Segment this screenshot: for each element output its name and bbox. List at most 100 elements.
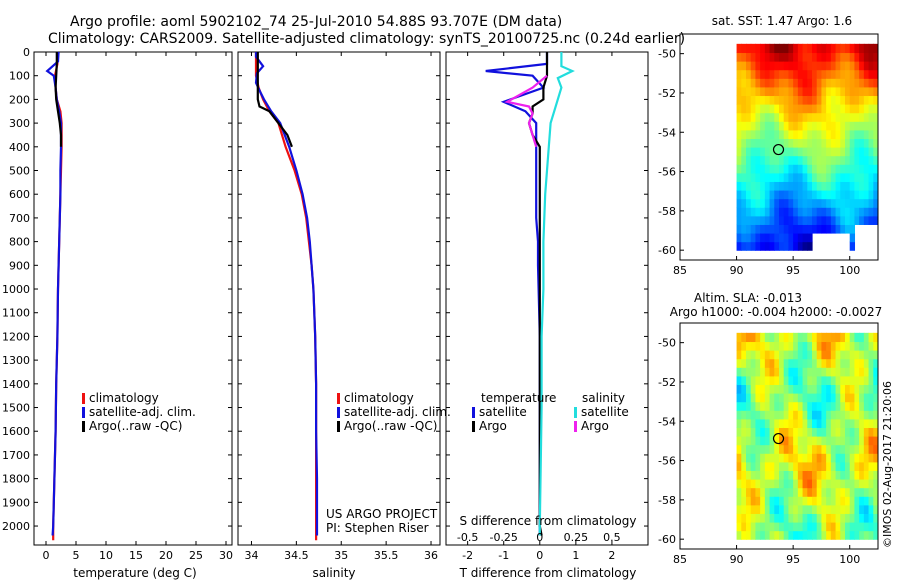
- heatmap-cell: [788, 61, 794, 71]
- heatmap-cell: [783, 224, 790, 234]
- heatmap-cell: [835, 521, 841, 532]
- heatmap-cell: [816, 332, 823, 343]
- heatmap-cell: [859, 410, 865, 420]
- heatmap-cell: [769, 164, 775, 174]
- heatmap-cell: [736, 104, 742, 114]
- heatmap-cell: [873, 367, 878, 377]
- heatmap-cell: [812, 121, 818, 131]
- heatmap-cell: [769, 43, 775, 54]
- heatmap-cell: [797, 367, 804, 377]
- heatmap-cell: [750, 436, 757, 446]
- heatmap-cell: [793, 198, 799, 208]
- heatmap-cell: [830, 164, 837, 174]
- heatmap-cell: [793, 375, 799, 386]
- heatmap-cell: [736, 358, 742, 368]
- heatmap-cell: [849, 198, 856, 208]
- heatmap-cell: [797, 95, 804, 105]
- heatmap-cell: [859, 521, 865, 532]
- heatmap-cell: [868, 384, 874, 394]
- heatmap-cell: [802, 104, 808, 114]
- heatmap-cell: [793, 530, 799, 540]
- legend-swatch: [82, 393, 85, 404]
- heatmap-cell: [755, 138, 761, 148]
- heatmap-cell: [802, 384, 808, 394]
- legend-label: satellite-adj. clim.: [89, 405, 196, 419]
- d-xlabel: T difference from climatology: [459, 566, 637, 580]
- heatmap-cell: [788, 241, 794, 251]
- heatmap-cell: [788, 427, 794, 437]
- d-x2label: S difference from climatology: [460, 514, 637, 528]
- heatmap-cell: [788, 147, 794, 157]
- heatmap-cell: [873, 530, 878, 540]
- heatmap-cell: [807, 138, 813, 148]
- heatmap-cell: [755, 461, 761, 471]
- argo-location-marker: [772, 432, 785, 445]
- heatmap-cell: [760, 181, 766, 191]
- heatmap-cell: [797, 69, 804, 79]
- heatmap-cell: [769, 375, 775, 386]
- heatmap-cell: [774, 241, 780, 251]
- heatmap-cell: [797, 155, 804, 165]
- heatmap-cell: [779, 401, 785, 411]
- heatmap-cell: [736, 496, 742, 506]
- heatmap-cell: [750, 487, 757, 497]
- heatmap-cell: [755, 393, 761, 403]
- x-tick-label: 30: [219, 549, 233, 562]
- heatmap-cell: [793, 453, 799, 463]
- heatmap-cell: [873, 181, 878, 191]
- heatmap-cell: [769, 487, 775, 497]
- heatmap-cell: [807, 341, 813, 351]
- heatmap-cell: [830, 350, 837, 360]
- heatmap-cell: [854, 393, 860, 403]
- heatmap-cell: [750, 375, 757, 386]
- heatmap-cell: [774, 436, 780, 446]
- heatmap-cell: [859, 86, 865, 97]
- heatmap-cell: [797, 470, 804, 480]
- heatmap-cell: [807, 121, 813, 131]
- heatmap-cell: [783, 513, 790, 523]
- heatmap-cell: [755, 341, 761, 351]
- heatmap-cell: [845, 470, 851, 480]
- heatmap-cell: [835, 121, 841, 131]
- heatmap-cell: [746, 61, 752, 71]
- heatmap-cell: [779, 487, 785, 497]
- heatmap-cell: [783, 367, 790, 377]
- heatmap-cell: [830, 358, 837, 368]
- heatmap-cell: [802, 121, 808, 131]
- heatmap-cell: [764, 513, 771, 523]
- heatmap-cell: [750, 358, 757, 368]
- x2-tick-label: 0.25: [564, 531, 589, 544]
- heatmap-cell: [845, 61, 851, 71]
- heatmap-cell: [821, 155, 827, 165]
- panel-frame: [33, 51, 233, 546]
- heatmap-cell: [793, 181, 799, 191]
- heatmap-cell: [835, 138, 841, 148]
- heatmap-cell: [863, 138, 870, 148]
- heatmap-cell: [783, 410, 790, 420]
- heatmap-cell: [859, 478, 865, 489]
- heatmap-cell: [741, 367, 747, 377]
- heatmap-cell: [741, 332, 747, 343]
- heatmap-cell: [764, 444, 771, 454]
- heatmap-cell: [797, 112, 804, 122]
- heatmap-cell: [845, 215, 851, 225]
- heatmap-cell: [769, 129, 775, 139]
- heatmap-cell: [835, 86, 841, 97]
- heatmap-cell: [854, 121, 860, 131]
- heatmap-cell: [774, 350, 780, 360]
- heatmap-cell: [854, 521, 860, 532]
- heatmap-cell: [816, 138, 823, 148]
- heatmap-cell: [746, 332, 752, 343]
- heatmap-cell: [849, 215, 856, 225]
- heatmap-cell: [746, 513, 752, 523]
- heatmap-cell: [812, 95, 818, 105]
- heatmap-cell: [788, 504, 794, 514]
- heatmap-cell: [736, 164, 742, 174]
- heatmap-cell: [868, 504, 874, 514]
- heatmap-cell: [826, 181, 832, 191]
- heatmap-cell: [764, 384, 771, 394]
- heatmap-cell: [859, 147, 865, 157]
- heatmap-cell: [873, 350, 878, 360]
- heatmap-cell: [797, 61, 804, 71]
- heatmap-cell: [760, 52, 766, 62]
